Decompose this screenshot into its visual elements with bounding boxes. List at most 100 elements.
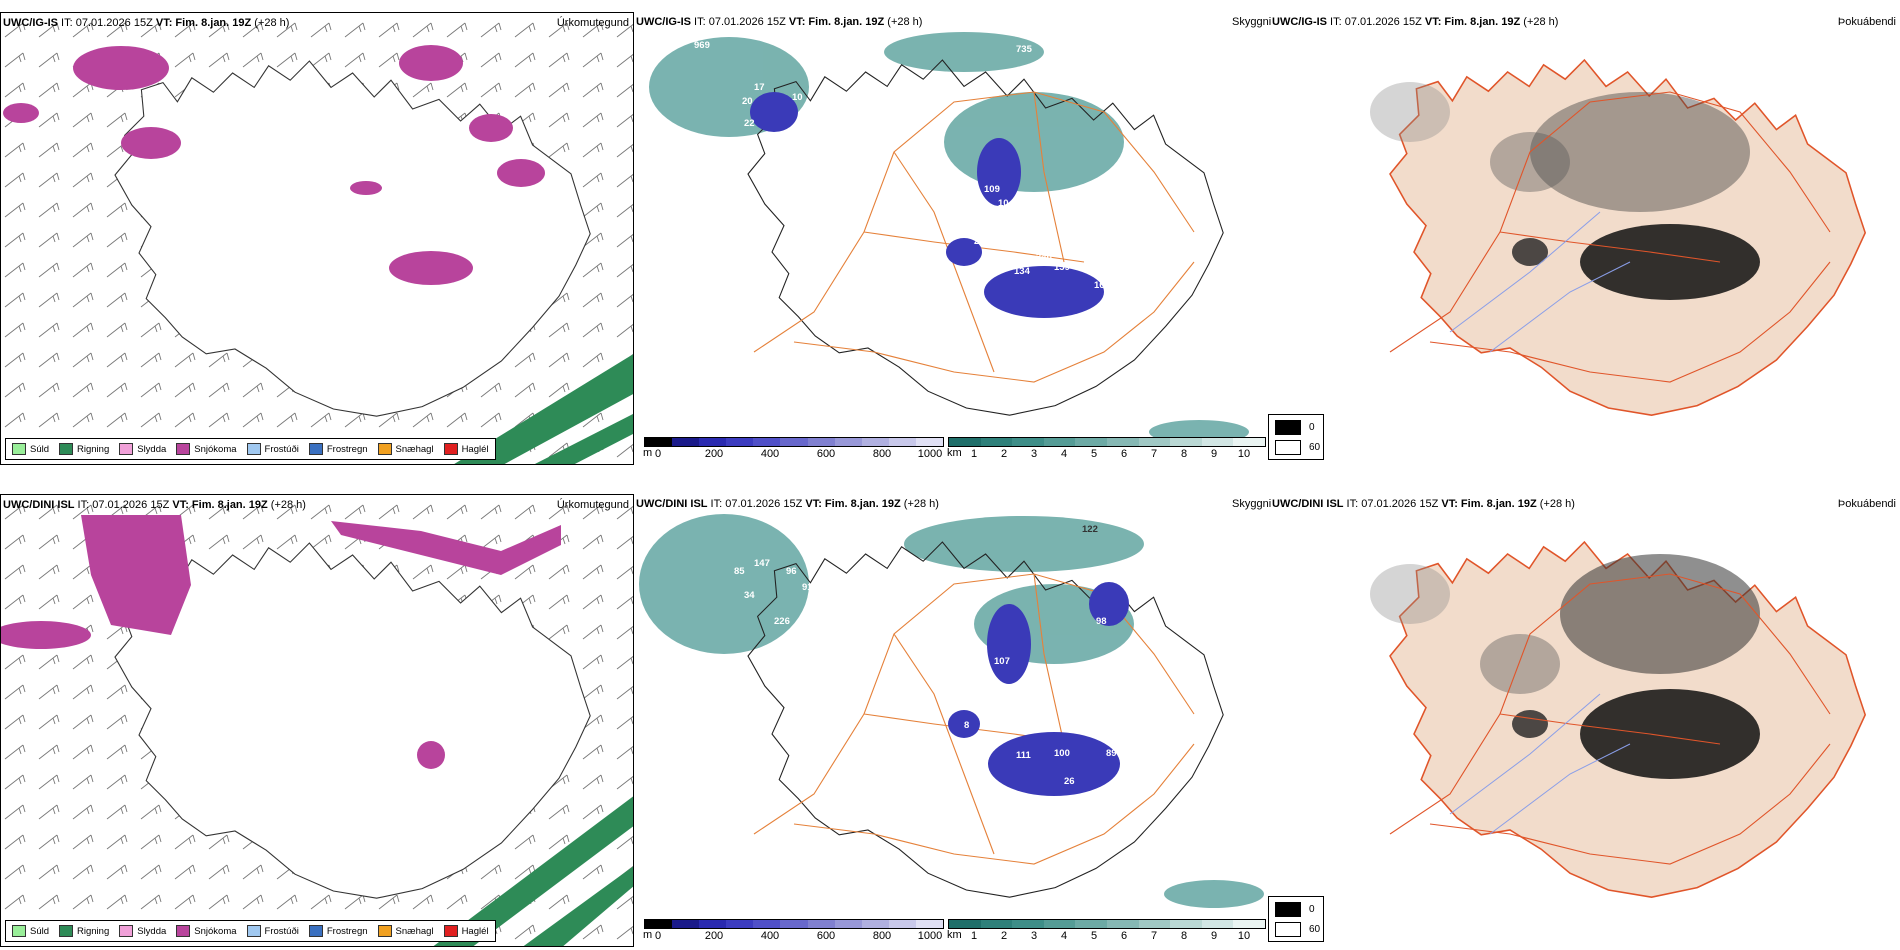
legend-swatch bbox=[308, 925, 323, 937]
visibility-colorbar-step bbox=[1012, 438, 1044, 446]
map-label: 147 bbox=[754, 558, 770, 569]
vis-area bbox=[639, 514, 809, 654]
legend-item: Súld bbox=[12, 443, 49, 455]
cloud-legend-row: 60 bbox=[1275, 922, 1320, 937]
fog-area bbox=[1512, 710, 1548, 738]
fog-area bbox=[1580, 689, 1760, 779]
rain-band bbox=[454, 354, 633, 464]
visibility-colorbar-step bbox=[1106, 920, 1139, 928]
ceiling-colorbar-step bbox=[645, 920, 673, 928]
tick-label: 6 bbox=[1120, 930, 1128, 942]
visibility-unit: km bbox=[947, 929, 962, 941]
visibility-colorbar-step bbox=[1233, 438, 1265, 446]
cloud-legend-row: 0 bbox=[1275, 902, 1315, 917]
map-label: 98 bbox=[1096, 616, 1107, 627]
legend-swatch bbox=[377, 925, 392, 937]
snow-area bbox=[399, 45, 463, 81]
legend-item: Snjókoma bbox=[176, 443, 237, 455]
visibility-colorbar-step bbox=[1170, 920, 1202, 928]
tick-label: 10 bbox=[1237, 930, 1251, 942]
river-network bbox=[1449, 693, 1631, 835]
ceiling-colorbar-step bbox=[834, 438, 862, 446]
rain-area bbox=[534, 414, 633, 464]
ceiling-area bbox=[1089, 582, 1129, 626]
legend-item: Snjókoma bbox=[176, 925, 237, 937]
map-label: 735 bbox=[1016, 44, 1033, 55]
map-label: 101 bbox=[1098, 262, 1115, 273]
legend-item: Frostúði bbox=[246, 443, 299, 455]
ceiling-area bbox=[948, 710, 980, 738]
ceiling-area bbox=[750, 92, 798, 132]
ceiling-ticks: 0 200 400 600 800 1000 bbox=[644, 929, 944, 943]
snow-area bbox=[81, 515, 191, 635]
vis-area bbox=[884, 32, 1044, 72]
snow-area bbox=[469, 114, 513, 142]
tick-label: 800 bbox=[872, 930, 892, 942]
tick-label: 8 bbox=[1180, 930, 1188, 942]
visibility-colorbar-step bbox=[980, 438, 1013, 446]
tick-label: 800 bbox=[872, 448, 892, 460]
map-label: 134 bbox=[1014, 266, 1031, 277]
map-label: 25 bbox=[974, 236, 985, 247]
fog-area bbox=[1480, 634, 1560, 694]
tick-label: 400 bbox=[760, 448, 780, 460]
tick-label: 2 bbox=[1000, 930, 1008, 942]
road-network bbox=[1389, 91, 1831, 383]
tick-label: 6 bbox=[1120, 448, 1128, 460]
visibility-panel-top: 969 17 10 20 22 65 416 735 490 109 10 23… bbox=[634, 12, 1270, 465]
panel-name: Þokuábendi bbox=[1837, 16, 1896, 28]
snow-area bbox=[331, 521, 561, 575]
ceiling-colorbar-step bbox=[672, 920, 700, 928]
ceiling-colorbar-step bbox=[753, 438, 781, 446]
snow-areas bbox=[1, 515, 561, 769]
panel-title: UWC/DINI ISL IT: 07.01.2026 15Z VT: Fim.… bbox=[636, 498, 939, 510]
precip-map-bottom bbox=[1, 495, 633, 946]
panel-title: UWC/DINI ISL IT: 07.01.2026 15Z VT: Fim.… bbox=[3, 499, 306, 511]
map-label: 16 bbox=[1094, 280, 1105, 291]
tick-label: 7 bbox=[1150, 930, 1158, 942]
ceiling-colorbar-step bbox=[888, 920, 916, 928]
cloud-map-bottom bbox=[1370, 541, 1866, 898]
legend-item: Haglél bbox=[443, 443, 489, 455]
precip-legend: Súld Rigning Slydda Snjókoma Frostúði Fr… bbox=[5, 438, 496, 460]
ceiling-colorbar-step bbox=[807, 920, 835, 928]
ceiling-ticks: 0 200 400 600 800 1000 bbox=[644, 447, 944, 461]
ceiling-area bbox=[984, 266, 1104, 318]
visibility-unit: km bbox=[947, 447, 962, 459]
legend-swatch bbox=[12, 443, 26, 455]
tick-label: 0 bbox=[654, 448, 662, 460]
legend-swatch bbox=[119, 443, 134, 455]
snow-area bbox=[73, 46, 169, 90]
map-label: 65 bbox=[796, 122, 807, 133]
ceiling-unit: m bbox=[643, 929, 653, 941]
visibility-colorbar-step bbox=[949, 438, 981, 446]
ceiling-colorbar-step bbox=[645, 438, 673, 446]
tick-label: 5 bbox=[1090, 448, 1098, 460]
legend-swatch bbox=[119, 925, 134, 937]
tick-label: 600 bbox=[816, 930, 836, 942]
fog-area bbox=[1490, 132, 1570, 192]
visibility-colorbar-step bbox=[1233, 920, 1265, 928]
fog-area bbox=[1580, 224, 1760, 300]
visibility-colorbar-step bbox=[1043, 920, 1076, 928]
precip-map-top bbox=[1, 13, 633, 464]
legend-swatch bbox=[1275, 922, 1301, 937]
ceiling-unit: m bbox=[643, 447, 653, 459]
map-label: 22 bbox=[744, 118, 755, 129]
panel-title: UWC/IG-IS IT: 07.01.2026 15Z VT: Fim. 8.… bbox=[3, 17, 290, 29]
low-ceiling-areas bbox=[750, 92, 1104, 318]
legend-swatch bbox=[308, 443, 323, 455]
legend-swatch bbox=[246, 925, 261, 937]
ceiling-colorbar-step bbox=[834, 920, 862, 928]
tick-label: 3 bbox=[1030, 448, 1038, 460]
fog-area bbox=[1370, 564, 1450, 624]
visibility-map-bottom: 85 147 96 91 34 226 98 107 372 8 111 100… bbox=[639, 514, 1264, 908]
map-label: 87 bbox=[1122, 748, 1133, 759]
legend-item: Snæhagl bbox=[377, 925, 434, 937]
precip-legend: Súld Rigning Slydda Snjókoma Frostúði Fr… bbox=[5, 920, 496, 942]
visibility-ticks: 1 2 3 4 5 6 7 8 9 10 bbox=[948, 447, 1266, 461]
visibility-colorbar-fill bbox=[948, 437, 1266, 447]
fog-area bbox=[1560, 554, 1760, 674]
panel-name: Skyggni bbox=[1232, 498, 1272, 510]
fog-area bbox=[1530, 92, 1750, 212]
